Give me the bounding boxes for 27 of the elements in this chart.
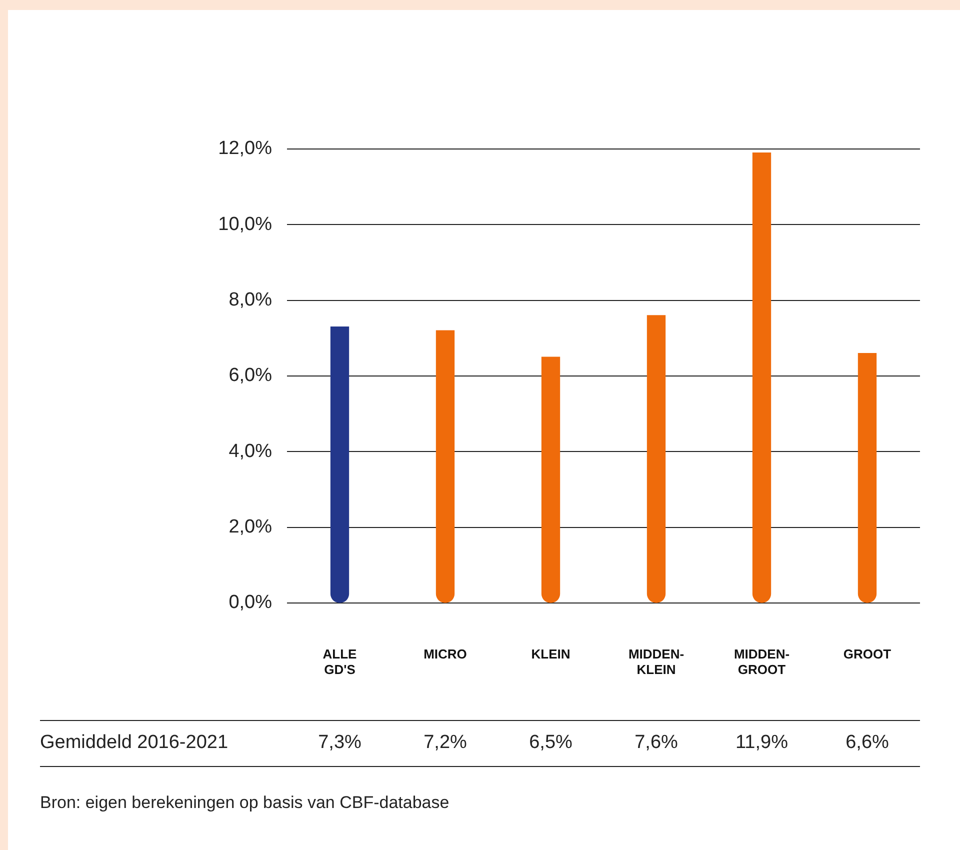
text: Bron: eigen berekeningen op basis van CBF-database [40, 793, 450, 813]
bar [646, 315, 666, 603]
data-label: 7,3% [318, 732, 362, 754]
y-tick-label: 8,0% [228, 290, 272, 311]
x-tick-label: GROOT [843, 646, 892, 662]
bar [858, 352, 877, 603]
data-label: 7,6% [634, 732, 678, 754]
data-label: 11,9% [736, 732, 788, 754]
x-tick-label: MICRO [424, 646, 467, 662]
x-tick-label: ALLE GD'S [322, 646, 358, 677]
data-label: 6,6% [846, 732, 890, 754]
bar [541, 356, 560, 603]
bar [436, 330, 455, 603]
y-tick-label: 0,0% [228, 592, 272, 614]
data-label: 6,5% [529, 732, 573, 754]
bar [330, 326, 350, 603]
x-tick-label: KLEIN [531, 646, 570, 662]
y-tick-label: 12,0% [218, 138, 272, 160]
bar [752, 152, 772, 603]
y-tick-label: 4,0% [228, 440, 272, 462]
y-tick-label: 6,0% [228, 365, 272, 386]
text: Gemiddeld 2016-2021 [40, 732, 228, 754]
y-tick-label: 2,0% [228, 516, 272, 538]
data-label: 7,2% [424, 732, 468, 754]
x-tick-label: MIDDEN-GROOT [734, 646, 790, 677]
x-tick-label: MIDDEN-KLEIN [628, 646, 684, 677]
y-tick-label: 10,0% [218, 214, 272, 235]
